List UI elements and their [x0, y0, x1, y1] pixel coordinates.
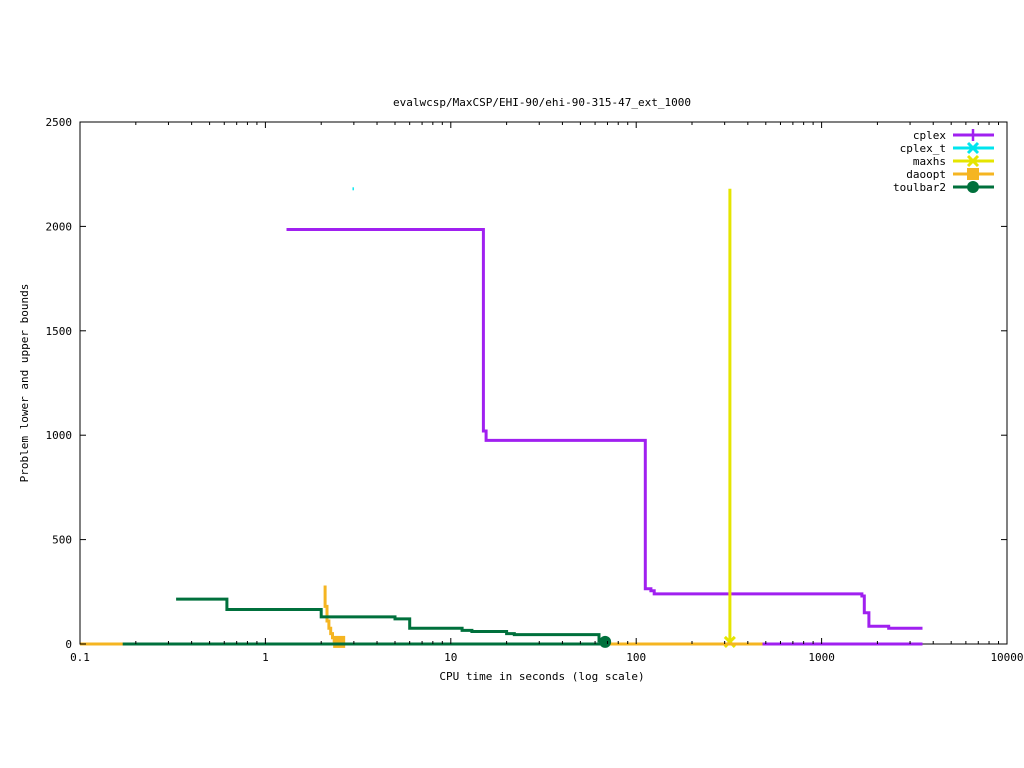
legend-marker-cplex: [967, 129, 979, 141]
y-tick-label: 1500: [46, 325, 73, 338]
y-tick-label: 1000: [46, 429, 73, 442]
chart-title: evalwcsp/MaxCSP/EHI-90/ehi-90-315-47_ext…: [393, 96, 691, 109]
series-toulbar2: [122, 597, 612, 648]
series-toulbar2-upper-line: [176, 597, 606, 643]
y-axis: 0 500 1000 1500 2000 2500: [46, 116, 1007, 651]
x-tick-label: 100: [626, 651, 646, 664]
series-daoopt-point-shape: [333, 635, 346, 648]
legend-label-cplex: cplex: [913, 129, 946, 142]
y-tick-label: 500: [52, 534, 72, 547]
legend-marker-toulbar2: [967, 181, 979, 193]
legend-marker-daoopt: [967, 168, 979, 180]
x-axis: 0.1 1 10 100 1000 10000: [70, 122, 1024, 664]
series-daoopt-upper-line: [323, 585, 340, 643]
x-tick-label: 1: [262, 651, 269, 664]
series-cplex-upper-line: [286, 228, 923, 630]
x-axis-label: CPU time in seconds (log scale): [439, 670, 644, 683]
legend-marker-maxhs: [966, 154, 980, 168]
y-tick-label: 2000: [46, 220, 73, 233]
y-axis-label: Problem lower and upper bounds: [18, 284, 31, 483]
legend-marker-cplex_t-b: [966, 141, 980, 155]
series-cplex: [286, 228, 923, 646]
legend-marker-toulbar2-shape: [967, 181, 979, 193]
series-daoopt-point: [333, 635, 346, 648]
legend-marker-maxhs-b: [966, 154, 980, 168]
legend-label-cplex_t: cplex_t: [900, 142, 946, 155]
series-toulbar2-point-shape: [599, 635, 612, 648]
legend-label-maxhs: maxhs: [913, 155, 946, 168]
legend-marker-cplex_t: [966, 141, 980, 155]
plot-area: [79, 121, 1008, 648]
legend-label-toulbar2: toulbar2: [893, 181, 946, 194]
x-tick-label: 1000: [808, 651, 835, 664]
x-tick-label: 0.1: [70, 651, 90, 664]
x-tick-label: 10000: [990, 651, 1023, 664]
series-maxhs: [723, 188, 736, 648]
legend-marker-daoopt-shape: [967, 168, 979, 180]
legend-label-daoopt: daoopt: [906, 168, 946, 181]
y-tick-label: 2500: [46, 116, 73, 129]
y-tick-label: 0: [65, 638, 72, 651]
plot-frame: [79, 121, 1008, 645]
series-toulbar2-point: [599, 635, 612, 648]
x-tick-label: 10: [444, 651, 457, 664]
